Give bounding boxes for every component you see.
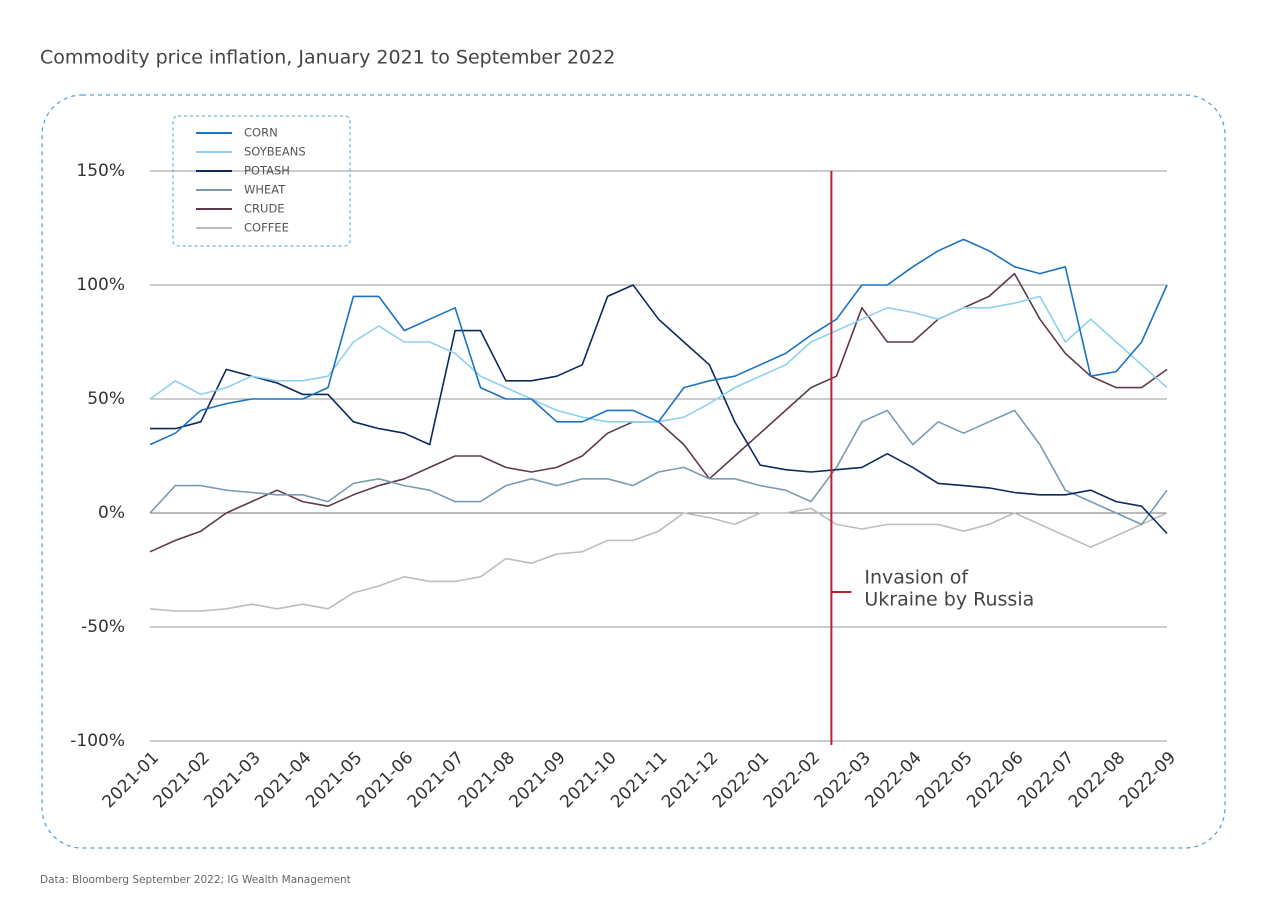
y-tick-label: 100% bbox=[76, 275, 125, 295]
x-tick-label: 2022-09 bbox=[1116, 748, 1180, 812]
series-line bbox=[149, 238, 1168, 446]
legend-label: COFFEE bbox=[244, 221, 289, 235]
y-tick-label: 150% bbox=[76, 161, 125, 181]
y-tick-label: -50% bbox=[81, 617, 125, 637]
y-tick-label: 0% bbox=[98, 503, 125, 523]
annotation-text: Invasion of bbox=[864, 567, 969, 589]
legend-label: POTASH bbox=[244, 164, 290, 178]
series-line bbox=[149, 409, 1168, 526]
legend-label: CRUDE bbox=[244, 202, 285, 216]
y-tick-label: 50% bbox=[87, 389, 125, 409]
frame bbox=[41, 94, 1226, 849]
series-line bbox=[149, 507, 1168, 612]
chart-title: Commodity price inflation, January 2021 … bbox=[40, 47, 615, 69]
y-tick-label: -100% bbox=[70, 731, 125, 751]
legend-label: CORN bbox=[244, 126, 278, 140]
legend-label: SOYBEANS bbox=[244, 145, 306, 159]
source: Data: Bloomberg September 2022; IG Wealt… bbox=[40, 874, 351, 886]
series-line bbox=[150, 284, 1168, 535]
series-line bbox=[149, 295, 1168, 423]
legend-box bbox=[172, 115, 351, 247]
series-line bbox=[149, 272, 1168, 553]
legend-label: WHEAT bbox=[244, 183, 286, 197]
annotation-text: Ukraine by Russia bbox=[864, 589, 1034, 611]
